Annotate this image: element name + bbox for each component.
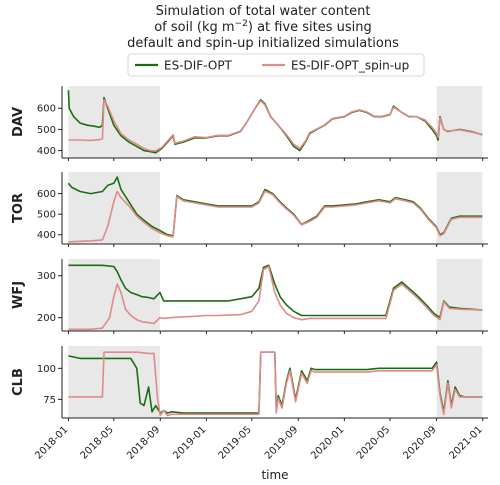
- shaded-period-2: [436, 259, 483, 331]
- series-line-es-dif-opt-spin-up: [68, 265, 483, 331]
- x-tick-label: 2019-05: [217, 424, 254, 461]
- x-tick-label: 2018-09: [125, 424, 162, 461]
- y-tick-label: 400: [37, 146, 56, 157]
- x-axis-label: time: [261, 468, 288, 482]
- title-line-2-main: of soil (kg m: [154, 20, 234, 35]
- series-line-es-dif-opt-spin-up: [68, 351, 483, 417]
- series-line-es-dif-opt-spin-up: [68, 99, 483, 152]
- y-tick-label: 100: [37, 364, 56, 375]
- x-tick-label: 2020-01: [309, 424, 346, 461]
- x-tick-label: 2019-01: [171, 424, 208, 461]
- title-line-3: default and spin-up initialized simulati…: [127, 36, 399, 51]
- chart-title: Simulation of total water content of soi…: [127, 4, 399, 51]
- y-tick-label: 200: [37, 313, 56, 324]
- legend-label-es-dif-opt-spin-up: ES-DIF-OPT_spin-up: [291, 59, 409, 73]
- panel-dav: 400 500 600 DAV: [11, 86, 488, 161]
- title-line-2-suffix: ) at five sites using: [248, 20, 372, 35]
- y-tick-label: 75: [43, 395, 56, 406]
- panels: 400 500 600 DAV 400 500 600 TOR 200 300 WFJ 75 100 CL…: [11, 86, 488, 421]
- panel-clb: 75 100 CLB: [11, 346, 488, 421]
- y-tick-label: 600: [37, 104, 56, 115]
- x-tick-label: 2018-01: [33, 424, 70, 461]
- legend-label-es-dif-opt: ES-DIF-OPT: [164, 59, 233, 73]
- site-label-tor: TOR: [11, 193, 26, 223]
- series-line-es-dif-opt-spin-up: [68, 190, 483, 243]
- site-label-wfj: WFJ: [11, 281, 26, 309]
- panel-wfj: 200 300 WFJ: [11, 259, 488, 334]
- y-tick-label: 400: [37, 230, 56, 241]
- x-tick-label: 2021-01: [447, 424, 484, 461]
- y-tick-label: 600: [37, 189, 56, 200]
- site-label-dav: DAV: [11, 107, 26, 137]
- panel-tor: 400 500 600 TOR: [11, 172, 488, 247]
- site-label-clb: CLB: [11, 368, 26, 396]
- x-tick-label: 2019-09: [263, 424, 300, 461]
- title-line-2: of soil (kg m−2) at five sites using: [154, 19, 372, 35]
- title-superscript: −2: [235, 19, 248, 29]
- y-tick-label: 300: [37, 271, 56, 282]
- shaded-period-2: [436, 86, 483, 158]
- y-tick-label: 500: [37, 210, 56, 221]
- y-tick-label: 500: [37, 125, 56, 136]
- legend: ES-DIF-OPT ES-DIF-OPT_spin-up: [127, 53, 425, 77]
- x-axis: 2018-01 2018-05 2018-09 2019-01 2019-05 2019-…: [33, 424, 485, 461]
- x-tick-label: 2018-05: [79, 424, 116, 461]
- x-tick-label: 2020-05: [355, 424, 392, 461]
- series-line-es-dif-opt: [68, 264, 483, 319]
- title-line-1: Simulation of total water content: [156, 4, 371, 19]
- x-tick-label: 2020-09: [401, 424, 438, 461]
- shaded-period-1: [68, 346, 160, 418]
